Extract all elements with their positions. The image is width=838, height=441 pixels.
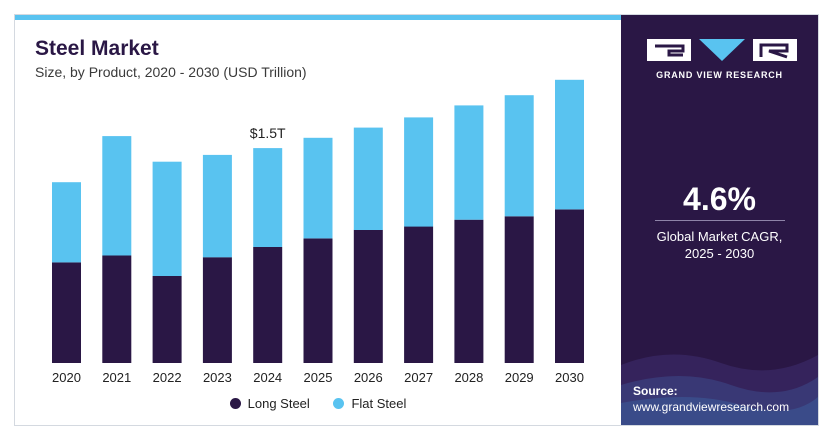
cagr-divider	[655, 220, 785, 221]
bar-flat-steel-2025	[303, 137, 333, 239]
legend-swatch-flat-steel	[333, 398, 345, 410]
bar-long-steel-2030	[555, 209, 584, 363]
bar-flat-steel-2029	[504, 95, 534, 217]
bar-long-steel-2028	[454, 219, 484, 363]
info-sidebar: GRAND VIEW RESEARCH 4.6% Global Market C…	[621, 15, 818, 425]
chart-subtitle: Size, by Product, 2020 - 2030 (USD Trill…	[35, 64, 307, 80]
x-tick-label-2028: 2028	[454, 370, 483, 385]
x-tick-label-2022: 2022	[153, 370, 182, 385]
bar-long-steel-2021	[102, 255, 132, 363]
legend-label-flat-steel: Flat Steel	[351, 396, 407, 412]
bar-flat-steel-2030	[555, 79, 584, 210]
cagr-label-line2: 2025 - 2030	[684, 246, 755, 261]
x-tick-label-2024: 2024	[253, 370, 282, 385]
source-label: Source:	[633, 384, 678, 398]
x-tick-label-2027: 2027	[404, 370, 433, 385]
bar-flat-steel-2024	[253, 148, 283, 247]
x-tick-label-2030: 2030	[555, 370, 584, 385]
bar-flat-steel-2028	[454, 105, 484, 220]
x-tick-label-2023: 2023	[203, 370, 232, 385]
cagr-value: 4.6%	[683, 181, 756, 217]
bar-long-steel-2024	[253, 247, 283, 363]
x-tick-label-2029: 2029	[505, 370, 534, 385]
cagr-label-line1: Global Market CAGR,	[656, 229, 783, 244]
bar-long-steel-2025	[303, 238, 333, 363]
bar-flat-steel-2027	[404, 117, 434, 227]
bar-flat-steel-2022	[152, 161, 182, 276]
legend-item-long-steel: Long Steel	[229, 396, 310, 412]
brand-name: GRAND VIEW RESEARCH	[656, 70, 783, 80]
stacked-bar-chart: 2020 2021 2022 2023 2024 $1.5T 2025 2026 2027 202…	[52, 79, 584, 385]
bar-long-steel-2020	[52, 262, 81, 363]
legend-item-flat-steel: Flat Steel	[333, 396, 406, 411]
x-tick-label-2020: 2020	[52, 370, 81, 385]
bar-long-steel-2027	[404, 226, 434, 363]
x-tick-label-2021: 2021	[102, 370, 131, 385]
data-label-2024: $1.5T	[250, 125, 286, 141]
bar-long-steel-2023	[202, 257, 232, 363]
legend-swatch-long-steel	[229, 398, 241, 410]
bar-flat-steel-2021	[102, 136, 132, 256]
chart-title: Steel Market	[35, 37, 159, 60]
bar-long-steel-2029	[504, 216, 534, 363]
chart-legend: Long Steel Flat Steel	[15, 395, 621, 411]
bar-long-steel-2026	[353, 229, 383, 363]
source-url[interactable]: www.grandviewresearch.com	[633, 400, 790, 414]
bar-flat-steel-2023	[202, 154, 232, 258]
cagr-label: Global Market CAGR, 2025 - 2030	[621, 228, 818, 262]
grand-view-research-logo-icon	[647, 39, 797, 61]
report-card: Steel Market Size, by Product, 2020 - 20…	[14, 14, 819, 426]
x-tick-label-2026: 2026	[354, 370, 383, 385]
x-tick-label-2025: 2025	[304, 370, 333, 385]
bar-long-steel-2022	[152, 276, 182, 363]
decorative-wave-pattern	[621, 354, 818, 425]
legend-label-long-steel: Long Steel	[247, 396, 310, 412]
bar-flat-steel-2020	[52, 182, 81, 263]
chart-panel: Steel Market Size, by Product, 2020 - 20…	[15, 15, 621, 425]
accent-bar	[15, 15, 621, 20]
bar-flat-steel-2026	[353, 127, 383, 230]
